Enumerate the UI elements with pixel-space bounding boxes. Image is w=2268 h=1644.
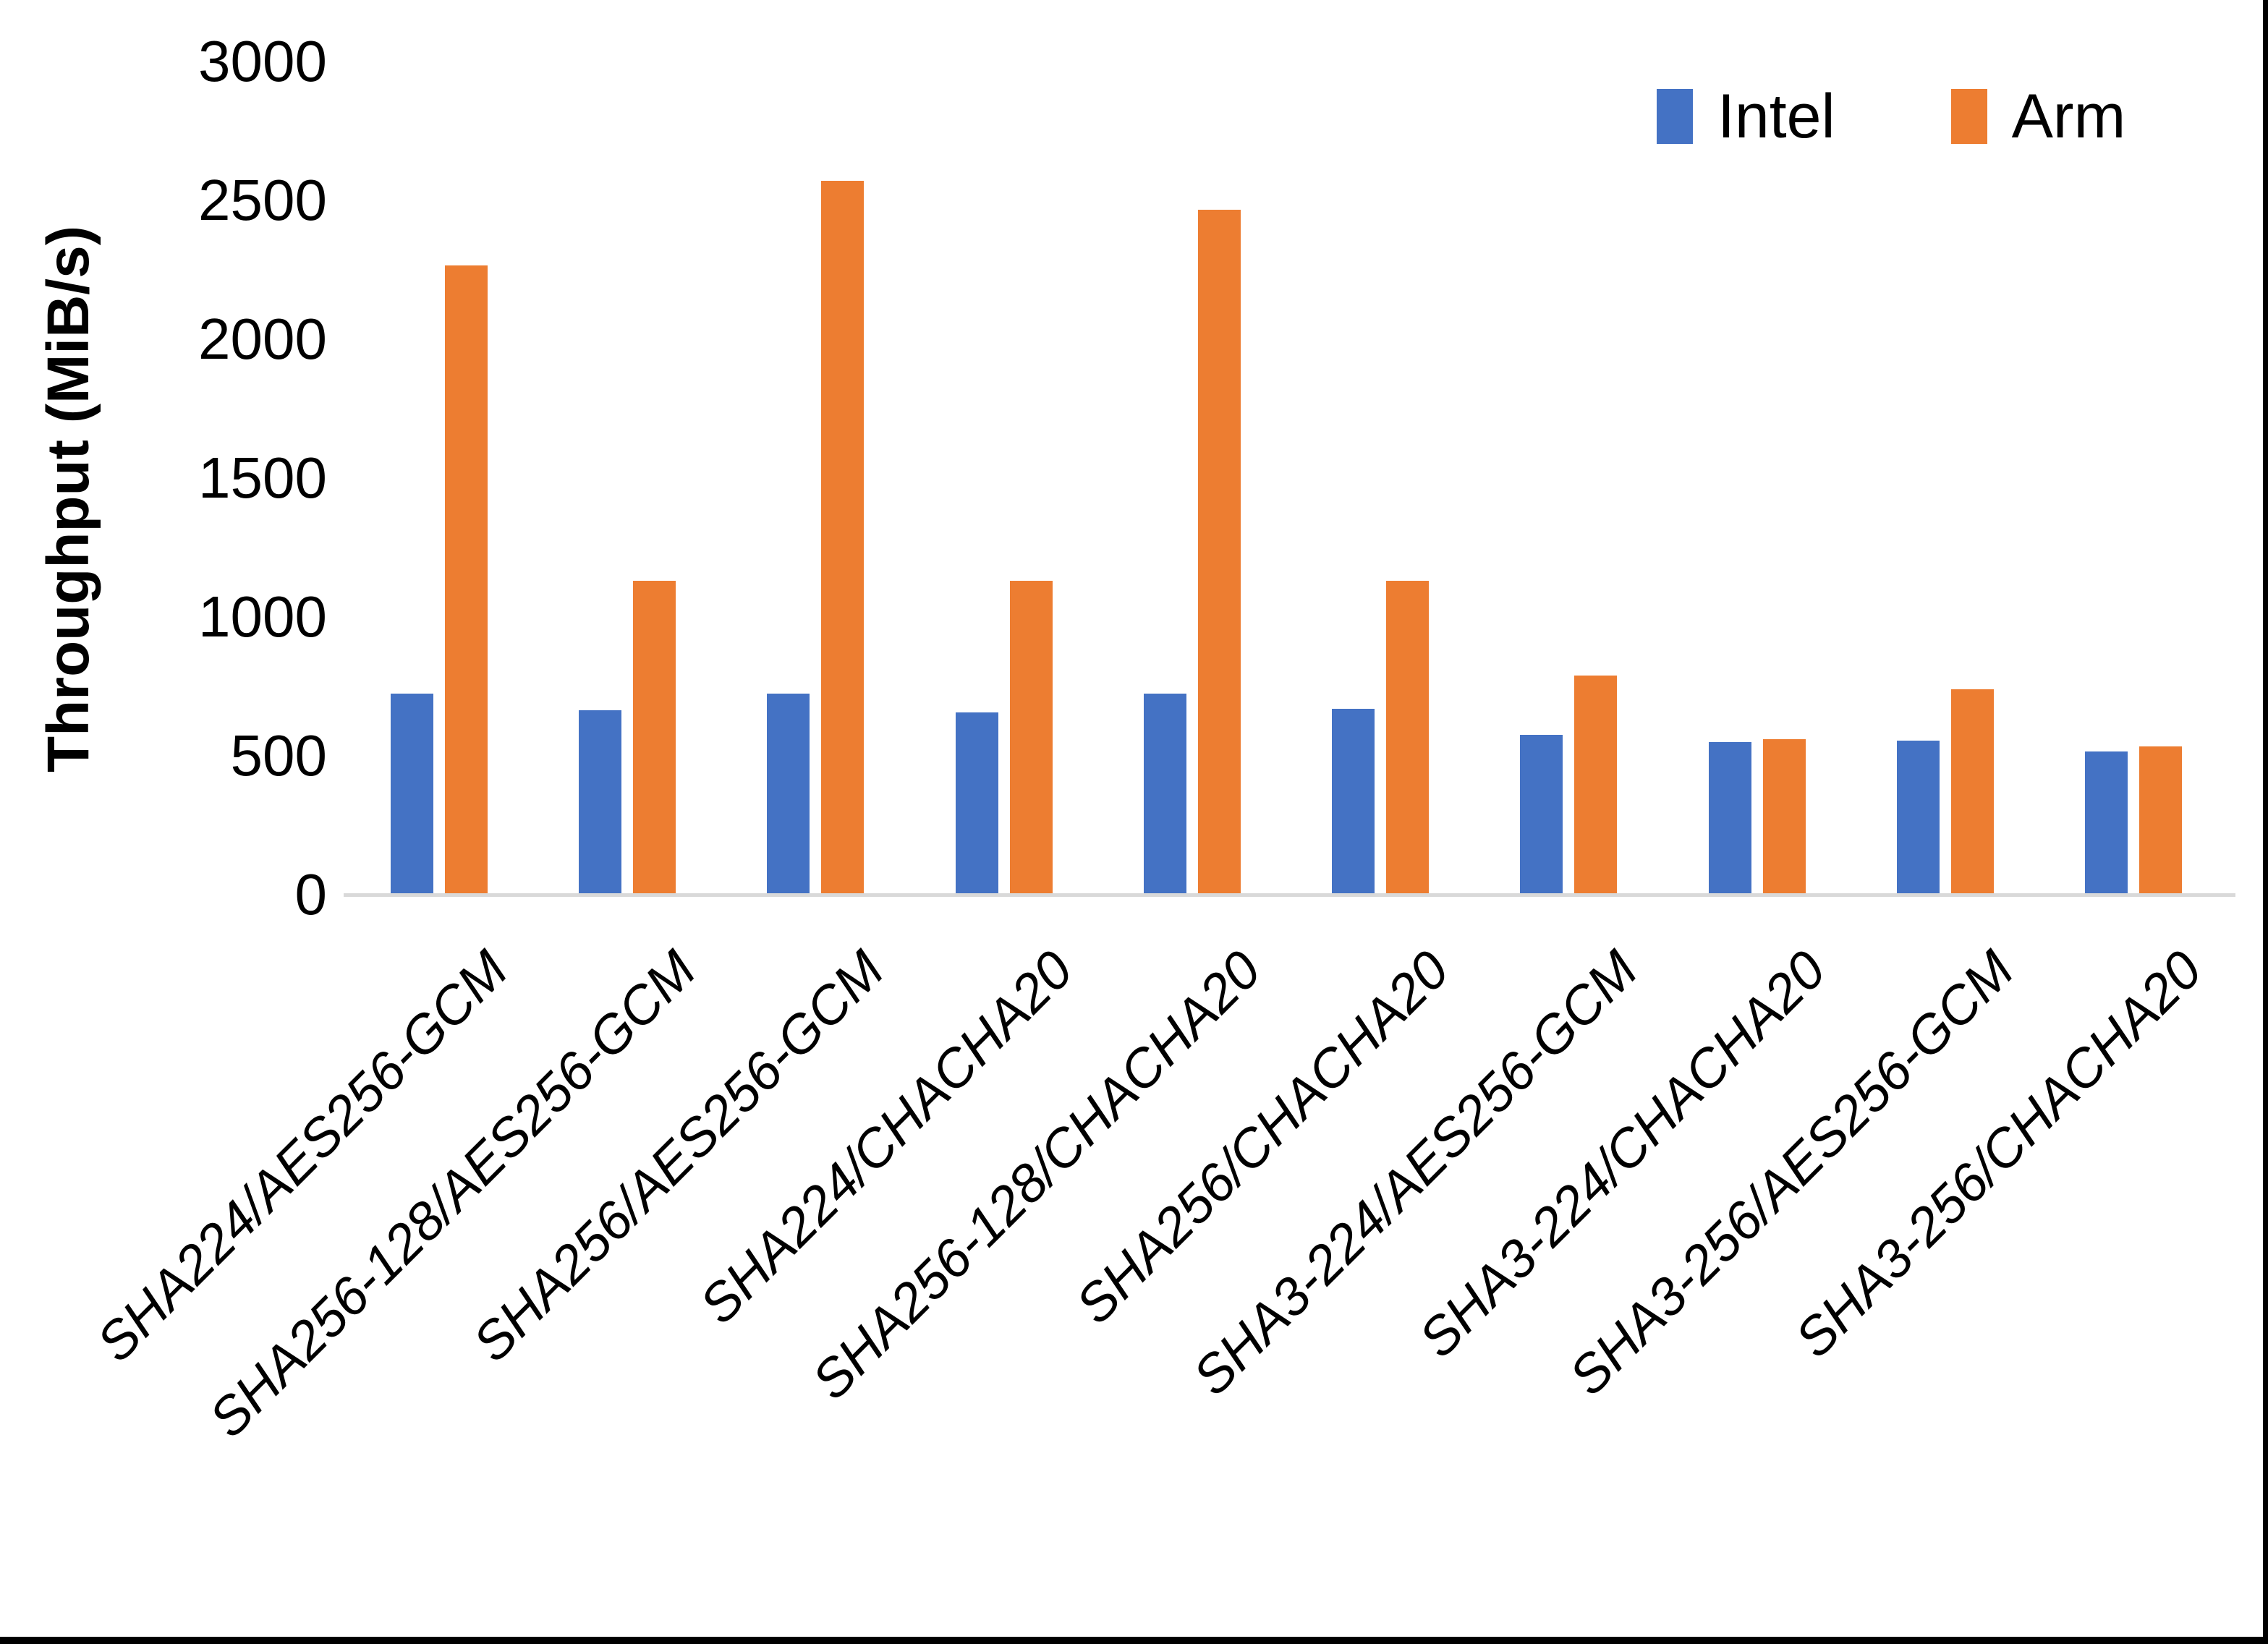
- legend-label-intel: Intel: [1717, 82, 1835, 151]
- bar-arm-7: [1574, 675, 1618, 895]
- bar-arm-9: [1950, 689, 1994, 895]
- y-tick-3000: 3000: [198, 29, 327, 93]
- x-label-4: SHA224/CHACHA20: [687, 939, 1084, 1335]
- bar-arm-8: [1762, 738, 1806, 895]
- y-tick-500: 500: [230, 723, 327, 788]
- legend-swatch-intel: [1657, 89, 1693, 144]
- bar-arm-6: [1386, 581, 1430, 895]
- y-tick-2500: 2500: [198, 168, 327, 232]
- bar-arm-3: [821, 181, 865, 895]
- x-axis-line: [344, 893, 2235, 897]
- y-tick-2000: 2000: [198, 307, 327, 371]
- legend-item-arm: Arm: [1950, 82, 2126, 151]
- legend-label-arm: Arm: [2011, 82, 2126, 151]
- y-tick-1000: 1000: [198, 584, 327, 649]
- y-tick-0: 0: [294, 862, 328, 927]
- bar-arm-5: [1197, 210, 1241, 895]
- bar-intel-4: [955, 712, 998, 895]
- y-tick-1500: 1500: [198, 446, 327, 510]
- bar-intel-2: [579, 710, 622, 895]
- bar-intel-5: [1143, 693, 1186, 895]
- bar-intel-1: [391, 693, 433, 895]
- bar-intel-9: [1896, 740, 1940, 895]
- bar-intel-8: [1708, 741, 1751, 895]
- legend-item-intel: Intel: [1657, 85, 1835, 148]
- bar-intel-10: [2085, 751, 2128, 895]
- bar-intel-6: [1332, 708, 1375, 895]
- bar-intel-7: [1520, 735, 1563, 895]
- x-label-6: SHA256/CHACHA20: [1064, 939, 1461, 1335]
- bar-arm-1: [445, 265, 488, 895]
- legend-swatch-arm: [1950, 89, 1987, 144]
- legend: Intel Arm: [1657, 85, 2125, 148]
- bar-intel-3: [767, 693, 810, 895]
- bar-arm-4: [1009, 581, 1053, 895]
- bar-arm-10: [2139, 746, 2182, 895]
- bar-arm-2: [633, 581, 676, 895]
